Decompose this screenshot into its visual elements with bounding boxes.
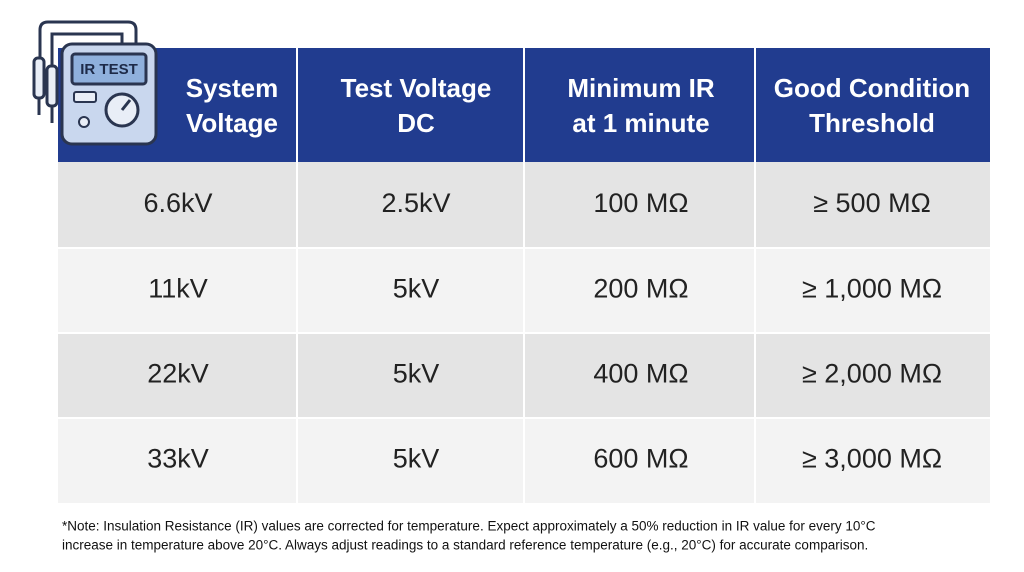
cell: 5kV	[393, 444, 440, 474]
table: System Voltage Test Voltage DC Minimum IR at …	[58, 48, 990, 503]
icon-label: IR TEST	[80, 61, 138, 78]
cell: 200 MΩ	[593, 274, 688, 304]
cell: ≥ 3,000 MΩ	[802, 444, 942, 474]
cell: ≥ 500 MΩ	[813, 188, 931, 218]
cell: 400 MΩ	[593, 359, 688, 389]
meter-icon: IR TEST	[32, 20, 158, 146]
cell: 100 MΩ	[593, 188, 688, 218]
cell: ≥ 2,000 MΩ	[802, 359, 942, 389]
note: *Note: Insulation Resistance (IR) values…	[62, 519, 876, 553]
note-line: increase in temperature above 20°C. Alwa…	[62, 538, 868, 553]
cell: 6.6kV	[143, 188, 212, 218]
cell: 11kV	[148, 274, 208, 304]
header-cell: DC	[397, 108, 435, 138]
cell: ≥ 1,000 MΩ	[802, 274, 942, 304]
header-cell: Test Voltage	[341, 73, 492, 103]
header-cell: Voltage	[186, 108, 278, 138]
cell: 5kV	[393, 359, 440, 389]
note-line: *Note: Insulation Resistance (IR) values…	[62, 519, 876, 534]
cell: 33kV	[147, 444, 209, 474]
cell: 22kV	[147, 359, 209, 389]
cell: 5kV	[393, 274, 440, 304]
header-cell: Good Condition	[774, 73, 970, 103]
header-cell: System	[186, 73, 279, 103]
cell: 600 MΩ	[593, 444, 688, 474]
cell: 2.5kV	[381, 188, 450, 218]
header-cell: Minimum IR	[567, 73, 715, 103]
header-cell: at 1 minute	[572, 108, 709, 138]
header-cell: Threshold	[809, 108, 935, 138]
